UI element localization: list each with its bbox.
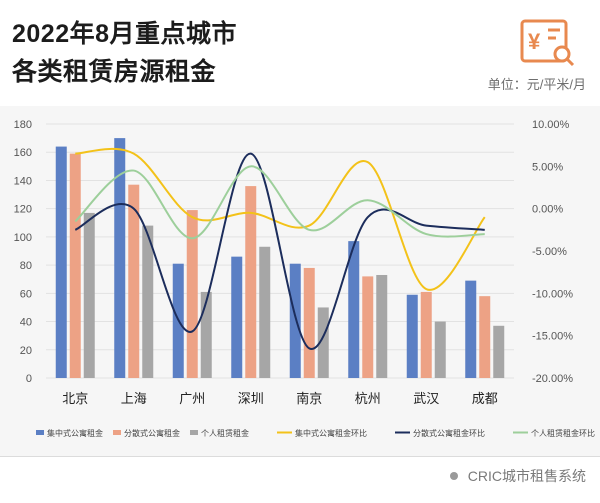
y-tick-label-right: -20.00% [532, 373, 573, 385]
bar [479, 296, 491, 378]
page-title: 2022年8月重点城市 [12, 20, 238, 48]
series-line [74, 152, 485, 350]
bar [317, 307, 329, 378]
bar [376, 274, 388, 378]
y-axis-left: 0 20 40 60 80 100 120 140 160 180 [14, 119, 32, 385]
rent-receipt-icon: ¥ [520, 19, 575, 67]
y-tick-label-right: -5.00% [532, 246, 567, 258]
bar [69, 153, 81, 378]
chart-panel: 0 20 40 60 80 100 120 140 160 180 -20.00% -15.00% -… [0, 106, 600, 456]
bar [245, 186, 257, 378]
y-tick-label-left: 140 [14, 175, 32, 187]
x-axis-categories: 北京 上海 广州 深圳 南京 杭州 武汉 成都 [62, 391, 498, 406]
y-axis-right: -20.00% -15.00% -10.00% -5.00% 0.00% 5.00% 10.… [532, 119, 573, 385]
legend-swatch [113, 430, 121, 435]
line-series [74, 147, 486, 350]
y-tick-label-right: -15.00% [532, 331, 573, 343]
bar [142, 225, 154, 378]
x-category-label: 深圳 [238, 391, 264, 406]
bar [434, 321, 446, 378]
y-tick-label-left: 0 [26, 373, 32, 385]
page-subtitle: 各类租赁房源租金 [12, 58, 217, 86]
bar [465, 280, 477, 378]
bar [128, 184, 140, 378]
y-tick-label-left: 100 [14, 232, 32, 244]
x-category-label: 上海 [121, 391, 147, 406]
y-tick-label-left: 60 [20, 288, 32, 300]
bar [420, 291, 432, 378]
x-category-label: 广州 [179, 391, 205, 406]
y-tick-label-left: 180 [14, 119, 32, 131]
y-tick-label-left: 160 [14, 147, 32, 159]
y-tick-label-left: 40 [20, 317, 32, 329]
y-tick-label-left: 80 [20, 260, 32, 272]
legend: 集中式公寓租金 分散式公寓租金 个人租赁租金 集中式公寓租金环比 分散式公寓租金环比 个人… [36, 428, 595, 438]
bar [200, 291, 212, 378]
legend-swatch [190, 430, 198, 435]
x-category-label: 北京 [62, 391, 88, 406]
footer: CRIC城市租售系统 [449, 466, 586, 486]
y-tick-label-right: 5.00% [532, 161, 563, 173]
series-line [74, 165, 485, 240]
x-category-label: 武汉 [413, 391, 439, 406]
legend-label: 个人租赁租金 [201, 428, 249, 438]
y-tick-label-left: 120 [14, 204, 32, 216]
y-tick-label-left: 20 [20, 345, 32, 357]
bar [186, 210, 198, 378]
legend-label: 集中式公寓租金环比 [295, 428, 367, 438]
bar [83, 212, 95, 378]
bar [289, 263, 301, 378]
bar [406, 294, 418, 378]
bar [259, 246, 271, 378]
footer-divider [0, 456, 600, 457]
legend-label: 个人租赁租金环比 [531, 428, 595, 438]
y-tick-label-right: -10.00% [532, 288, 573, 300]
legend-label: 分散式公寓租金环比 [413, 428, 485, 438]
x-category-label: 杭州 [355, 391, 381, 406]
bar-series [55, 138, 505, 378]
bar [493, 325, 505, 378]
bar [231, 256, 243, 378]
x-category-label: 南京 [296, 391, 322, 406]
legend-label: 集中式公寓租金 [47, 428, 103, 438]
y-tick-label-right: 10.00% [532, 119, 570, 131]
series-line [75, 147, 486, 291]
bar [348, 241, 360, 378]
x-category-label: 成都 [472, 391, 498, 406]
legend-label: 分散式公寓租金 [124, 428, 180, 438]
y-tick-label-right: 0.00% [532, 204, 563, 216]
unit-label: 单位：元/平米/月 [487, 77, 586, 92]
svg-text:¥: ¥ [528, 29, 541, 54]
bar [55, 146, 67, 378]
bar [362, 276, 374, 378]
footer-dot-icon [449, 472, 458, 480]
footer-source: CRIC城市租售系统 [467, 468, 586, 484]
legend-swatch [36, 430, 44, 435]
bar [303, 267, 315, 378]
bar [114, 138, 126, 378]
